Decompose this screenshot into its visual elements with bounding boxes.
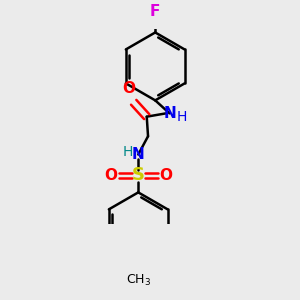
Text: H: H	[123, 145, 133, 159]
Text: O: O	[123, 81, 136, 96]
Text: O: O	[159, 168, 172, 183]
Text: CH$_3$: CH$_3$	[126, 273, 151, 288]
Text: N: N	[163, 106, 176, 121]
Text: O: O	[104, 168, 117, 183]
Text: S: S	[132, 167, 145, 184]
Text: N: N	[132, 147, 145, 162]
Text: F: F	[150, 4, 160, 20]
Text: H: H	[176, 110, 187, 124]
